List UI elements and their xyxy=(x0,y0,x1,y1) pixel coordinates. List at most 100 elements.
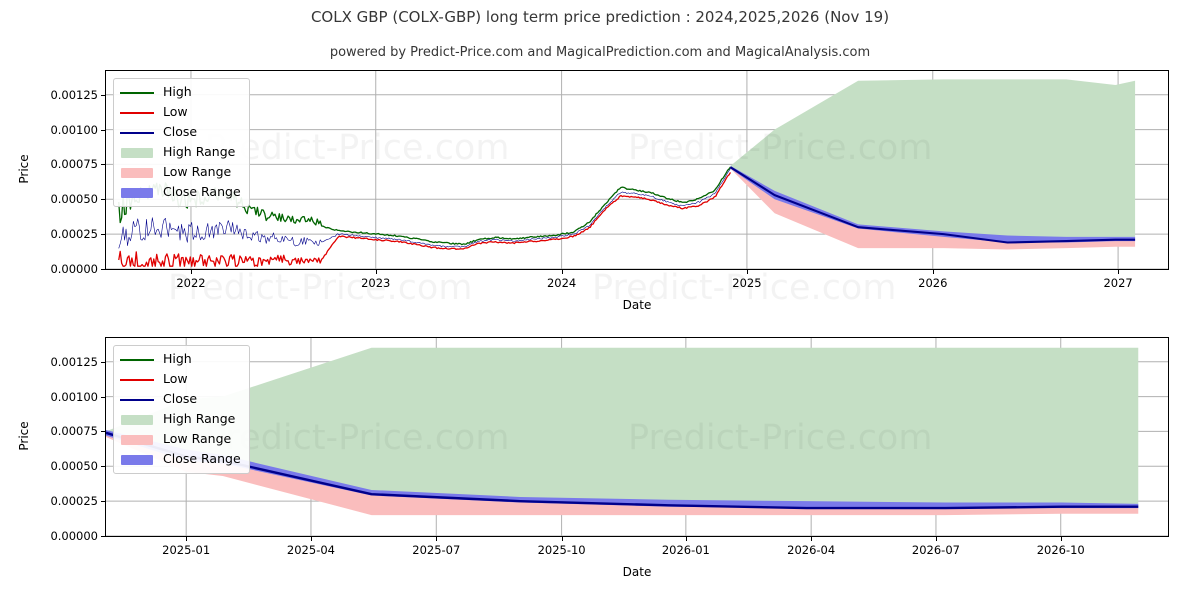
forecast-close-range-band xyxy=(106,430,1139,509)
bottom-chart-legend: High Low Close High Range Low Range Close Ran… xyxy=(113,345,250,474)
legend-item-high-range[interactable]: High Range xyxy=(120,144,241,161)
legend-item-label: Low Range xyxy=(163,164,232,180)
history-low-line xyxy=(118,172,732,267)
legend-item-low[interactable]: Low xyxy=(120,371,241,388)
x-tick-label: 2025-10 xyxy=(537,543,586,557)
y-tick-label: 0.00075 xyxy=(50,157,98,172)
legend-patch-swatch xyxy=(120,167,154,179)
legend-item-label: High xyxy=(163,351,192,367)
x-tick-mark xyxy=(186,537,188,541)
x-tick-mark xyxy=(561,537,563,541)
forecast-close-line xyxy=(729,166,1136,244)
top-chart-ylabel: Price xyxy=(17,154,31,184)
x-tick-label: 2025-01 xyxy=(162,543,211,557)
legend-item-low[interactable]: Low xyxy=(120,104,241,121)
legend-item-high-range[interactable]: High Range xyxy=(120,411,241,428)
y-tick-label: 0.00050 xyxy=(50,192,98,207)
bottom-chart-xlabel: Date xyxy=(622,565,652,579)
top-chart-canvas xyxy=(106,71,1168,269)
y-tick-mark xyxy=(101,129,105,131)
x-tick-mark xyxy=(561,270,563,274)
x-tick-label: 2027 xyxy=(1103,276,1133,290)
x-tick-label: 2025 xyxy=(732,276,762,290)
legend-line-swatch xyxy=(120,127,154,139)
forecast-high-range-band xyxy=(730,79,1136,240)
forecast-high-range-band xyxy=(106,347,1139,506)
legend-item-label: High Range xyxy=(163,411,236,427)
legend-patch-swatch xyxy=(120,414,154,426)
y-tick-label: 0.00125 xyxy=(50,87,98,102)
x-tick-label: 2025-04 xyxy=(286,543,335,557)
x-tick-mark xyxy=(375,270,377,274)
legend-item-high[interactable]: High xyxy=(120,351,241,368)
x-tick-label: 2026-04 xyxy=(787,543,836,557)
legend-line-swatch xyxy=(120,107,154,119)
page-subtitle: powered by Predict-Price.com and Magical… xyxy=(329,45,871,60)
legend-item-low-range[interactable]: Low Range xyxy=(120,164,241,181)
x-tick-label: 2026-07 xyxy=(911,543,960,557)
forecast-low-range-band xyxy=(106,434,1139,516)
top-chart-plot-area xyxy=(105,70,1169,270)
forecast-low-range-band xyxy=(730,167,1136,250)
y-tick-mark xyxy=(101,94,105,96)
x-tick-label: 2024 xyxy=(546,276,577,290)
legend-patch-swatch xyxy=(120,454,154,466)
y-tick-label: 0.00100 xyxy=(50,389,98,404)
y-tick-mark xyxy=(101,501,105,503)
y-tick-label: 0.00125 xyxy=(50,354,98,369)
y-tick-mark xyxy=(101,199,105,201)
legend-item-close[interactable]: Close xyxy=(120,124,241,141)
x-tick-mark xyxy=(1060,537,1062,541)
x-tick-label: 2023 xyxy=(361,276,391,290)
x-tick-label: 2022 xyxy=(176,276,206,290)
y-tick-mark xyxy=(101,536,105,537)
top-chart-legend: High Low Close High Range Low Range Close Ran… xyxy=(113,78,250,207)
x-tick-mark xyxy=(746,270,748,274)
legend-item-label: Low xyxy=(163,104,188,120)
legend-item-label: Close xyxy=(163,124,198,140)
legend-line-swatch xyxy=(120,354,154,366)
y-tick-mark xyxy=(101,361,105,363)
bottom-chart-canvas xyxy=(106,338,1168,536)
legend-item-label: Close xyxy=(163,391,198,407)
legend-item-low-range[interactable]: Low Range xyxy=(120,431,241,448)
legend-patch-swatch xyxy=(120,434,154,446)
legend-patch-swatch xyxy=(120,187,154,199)
legend-item-label: High xyxy=(163,84,192,100)
legend-item-high[interactable]: High xyxy=(120,84,241,101)
page-title: COLX GBP (COLX-GBP) long term price pred… xyxy=(310,8,890,26)
legend-item-close-range[interactable]: Close Range xyxy=(120,451,241,468)
legend-patch-swatch xyxy=(120,147,154,159)
y-tick-label: 0.00025 xyxy=(50,494,98,509)
y-tick-label: 0.00000 xyxy=(50,262,98,276)
y-tick-mark xyxy=(101,431,105,433)
y-tick-label: 0.00100 xyxy=(50,122,98,137)
legend-item-close[interactable]: Close xyxy=(120,391,241,408)
x-tick-mark xyxy=(190,270,192,274)
legend-line-swatch xyxy=(120,394,154,406)
legend-item-label: Low xyxy=(163,371,188,387)
bottom-chart-plot-area xyxy=(105,337,1169,537)
y-tick-label: 0.00075 xyxy=(50,424,98,439)
y-tick-mark xyxy=(101,234,105,236)
x-tick-label: 2026-01 xyxy=(661,543,710,557)
y-tick-mark xyxy=(101,269,105,270)
x-tick-label: 2025-07 xyxy=(412,543,461,557)
legend-item-close-range[interactable]: Close Range xyxy=(120,184,241,201)
x-tick-label: 2026 xyxy=(918,276,948,290)
x-tick-mark xyxy=(310,537,312,541)
x-tick-label: 2026-10 xyxy=(1036,543,1085,557)
x-tick-mark xyxy=(932,270,934,274)
legend-line-swatch xyxy=(120,87,154,99)
legend-item-label: Close Range xyxy=(163,184,241,200)
x-tick-mark xyxy=(1118,270,1120,274)
x-tick-mark xyxy=(811,537,813,541)
y-tick-label: 0.00050 xyxy=(50,459,98,474)
x-tick-mark xyxy=(685,537,687,541)
legend-item-label: High Range xyxy=(163,144,236,160)
y-tick-mark xyxy=(101,164,105,166)
legend-item-label: Low Range xyxy=(163,431,232,447)
y-tick-mark xyxy=(101,396,105,398)
y-tick-label: 0.00025 xyxy=(50,227,98,242)
